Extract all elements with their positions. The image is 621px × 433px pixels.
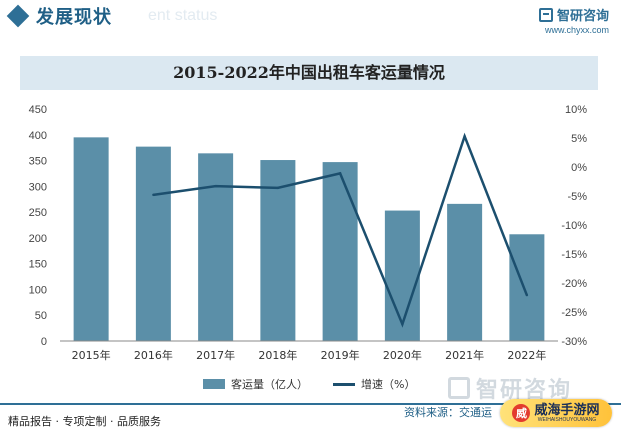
y-left-tick-label: 150 [29,259,47,271]
footer-tagline: 精品报告 · 专项定制 · 品质服务 [8,415,161,428]
y-left-tick-label: 200 [29,233,47,245]
legend-bar-label: 客运量（亿人） [231,378,308,391]
legend-item-volume: 客运量（亿人） [203,376,308,392]
x-tick-label: 2015年 [72,348,111,362]
brand-name: 智研咨询 [556,9,609,24]
bar [260,160,296,341]
x-tick-label: 2017年 [196,348,235,362]
growth-point [338,172,342,175]
y-right-tick-label: 0% [571,162,587,174]
bar [447,203,483,341]
legend-item-growth: 增速（%） [333,376,415,392]
growth-point [525,293,529,297]
y-left-tick-label: 250 [29,207,47,219]
growth-point [214,184,217,188]
bar [135,146,171,341]
y-right-tick-label: 5% [571,133,587,145]
chart-title: 2015-2022年中国出租车客运量情况 [173,63,445,82]
bar [198,153,234,341]
x-tick-label: 2020年 [383,348,422,362]
x-tick-label: 2021年 [445,348,484,362]
badge-subtext: WEIHAISHOUYOUWANG [537,416,597,423]
page-title: 发展现状 [36,7,112,28]
header: 发展现状 ent status 智研咨询 www.chyxx.com [0,0,621,35]
y-right-tick-label: -10% [561,220,587,232]
growth-point [463,135,466,138]
y-left-tick-label: 50 [35,310,47,322]
y-right-tick-label: -5% [567,191,587,203]
footer-source: 资料来源：交通运 [404,406,492,419]
growth-point [152,193,155,197]
brand-logo-icon [538,7,553,22]
y-left-tick-label: 100 [29,284,47,296]
y-right-tick-label: -30% [561,336,587,348]
chart: 0 50 100 150 200 250 300 350 400 450 -30% -25% -20% -… [29,104,588,362]
watermark-logo-icon [448,377,470,399]
header-diamond-icon [6,4,30,28]
legend: 客运量（亿人） 增速（%） [0,376,621,394]
chart-title-bar: 2015-2022年中国出租车客运量情况 [20,56,598,90]
bar [73,137,109,341]
y-right-tick-label: -25% [561,307,587,319]
y-left-tick-label: 400 [29,130,47,142]
watermark-text: 智研咨询 [476,378,573,403]
growth-point [276,186,280,190]
badge-logo-icon: 威 [512,404,531,422]
bar [322,162,358,341]
brand: 智研咨询 www.chyxx.com [538,5,609,35]
x-tick-label: 2018年 [258,348,297,362]
legend-line-swatch [333,382,355,386]
x-tick-label: 2022年 [507,348,546,362]
bar [384,210,420,341]
x-tick-label: 2019年 [321,348,360,362]
y-left-tick-label: 450 [29,104,47,116]
legend-bar-swatch [203,379,225,389]
footer-divider [0,403,621,405]
watermark: 智研咨询 [448,372,572,404]
y-right-tick-label: -15% [561,249,587,261]
y-right-tick-label: -20% [561,278,587,290]
y-left-tick-label: 300 [29,181,47,193]
legend-line-label: 增速（%） [361,378,416,391]
bar [509,234,545,341]
badge-text: 威海手游网 [534,402,600,418]
x-tick-label: 2016年 [134,348,173,362]
y-left-tick-label: 350 [29,156,47,168]
y-right-tick-label: 10% [565,104,587,116]
growth-point [401,322,404,326]
site-badge[interactable]: 威 威海手游网 WEIHAISHOUYOUWANG [500,399,612,427]
y-left-tick-label: 0 [41,336,47,348]
header-ghost-text: ent status [148,7,218,24]
brand-url: www.chyxx.com [544,25,609,35]
